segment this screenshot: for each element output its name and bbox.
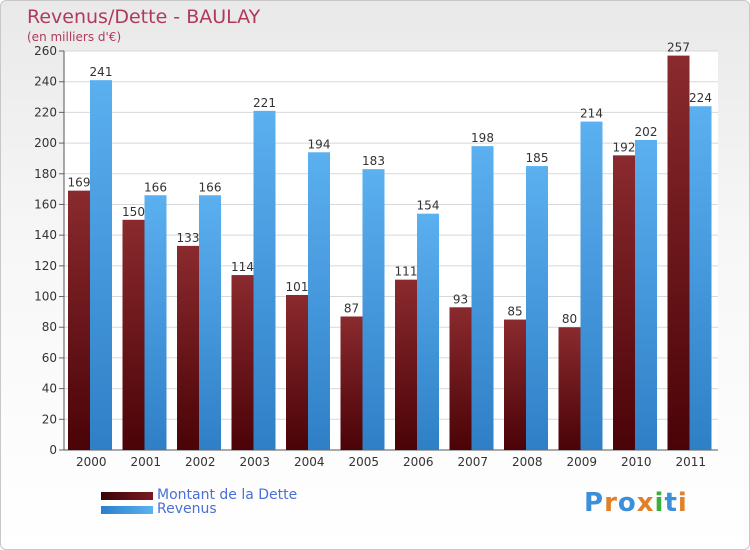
y-tick-label: 140 bbox=[34, 228, 57, 242]
bar-revenus bbox=[362, 169, 385, 450]
legend-label-dette: Montant de la Dette bbox=[157, 487, 298, 503]
y-tick-label: 100 bbox=[34, 290, 57, 304]
data-label: 214 bbox=[580, 107, 603, 121]
y-tick-label: 220 bbox=[34, 105, 57, 119]
logo-letter: x bbox=[636, 488, 655, 518]
data-label: 224 bbox=[689, 91, 712, 105]
bar-dette bbox=[68, 190, 90, 450]
y-tick-label: 0 bbox=[49, 443, 57, 457]
data-label: 150 bbox=[122, 205, 145, 219]
x-tick-label: 2011 bbox=[675, 455, 706, 469]
bar-revenus bbox=[526, 166, 548, 450]
data-label: 166 bbox=[144, 180, 167, 194]
bar-dette bbox=[177, 245, 199, 450]
bar-dette bbox=[667, 55, 690, 450]
data-label: 87 bbox=[344, 301, 359, 315]
y-tick-label: 160 bbox=[34, 197, 57, 211]
y-tick-label: 20 bbox=[42, 412, 57, 426]
logo-letter: r bbox=[604, 488, 618, 518]
data-label: 101 bbox=[286, 280, 309, 294]
x-tick-label: 2004 bbox=[294, 455, 325, 469]
data-label: 114 bbox=[231, 260, 254, 274]
data-label: 202 bbox=[635, 125, 658, 139]
bar-revenus bbox=[144, 195, 167, 450]
data-label: 257 bbox=[667, 41, 690, 55]
bar-revenus bbox=[253, 110, 276, 450]
bar-dette bbox=[395, 279, 417, 450]
x-tick-label: 2000 bbox=[76, 455, 107, 469]
logo-letter: t bbox=[664, 488, 678, 518]
data-label: 185 bbox=[526, 151, 549, 165]
data-label: 154 bbox=[417, 199, 440, 213]
bar-dette bbox=[504, 319, 526, 450]
y-tick-label: 260 bbox=[34, 44, 57, 58]
bar-revenus bbox=[199, 195, 221, 450]
x-tick-label: 2002 bbox=[185, 455, 216, 469]
bar-revenus bbox=[471, 146, 494, 450]
bar-revenus bbox=[635, 140, 657, 450]
logo-letter: P bbox=[584, 488, 605, 518]
bar-dette bbox=[286, 295, 308, 450]
chart-subtitle: (en milliers d'€) bbox=[27, 30, 122, 44]
bar-dette bbox=[231, 275, 254, 450]
logo-letter: i bbox=[654, 488, 665, 518]
bar-revenus bbox=[308, 152, 330, 451]
bar-dette bbox=[340, 316, 363, 450]
bar-dette bbox=[122, 219, 145, 450]
bar-dette bbox=[449, 307, 472, 450]
data-label: 133 bbox=[177, 231, 200, 245]
bar-dette bbox=[613, 155, 635, 450]
x-tick-label: 2008 bbox=[512, 455, 543, 469]
legend-swatch-dette bbox=[101, 492, 153, 500]
y-tick-label: 60 bbox=[42, 351, 57, 365]
y-tick-label: 80 bbox=[42, 320, 57, 334]
chart-title: Revenus/Dette - BAULAY bbox=[27, 6, 261, 28]
x-tick-label: 2003 bbox=[239, 455, 270, 469]
x-tick-label: 2005 bbox=[348, 455, 379, 469]
data-label: 80 bbox=[562, 312, 577, 326]
plot-area bbox=[64, 51, 718, 450]
data-label: 221 bbox=[253, 96, 276, 110]
data-label: 111 bbox=[395, 265, 418, 279]
y-tick-label: 40 bbox=[42, 382, 57, 396]
data-label: 183 bbox=[362, 154, 385, 168]
y-tick-label: 180 bbox=[34, 167, 57, 181]
bar-revenus bbox=[417, 213, 439, 450]
bar-revenus bbox=[580, 121, 603, 450]
legend-label-revenus: Revenus bbox=[157, 501, 217, 517]
data-label: 85 bbox=[507, 305, 522, 319]
bar-revenus bbox=[689, 106, 712, 450]
y-tick-label: 200 bbox=[34, 136, 57, 150]
y-tick-label: 120 bbox=[34, 259, 57, 273]
data-label: 192 bbox=[613, 140, 636, 154]
data-label: 93 bbox=[453, 292, 468, 306]
y-tick-label: 240 bbox=[34, 75, 57, 89]
x-tick-label: 2006 bbox=[403, 455, 434, 469]
data-label: 166 bbox=[199, 180, 222, 194]
x-tick-label: 2007 bbox=[457, 455, 488, 469]
data-label: 198 bbox=[471, 131, 494, 145]
proxiti-logo: Proxiti bbox=[584, 488, 688, 518]
x-tick-label: 2010 bbox=[621, 455, 652, 469]
logo-letter: o bbox=[617, 488, 637, 518]
logo-letter: i bbox=[677, 488, 688, 518]
x-tick-label: 2009 bbox=[566, 455, 597, 469]
bar-dette bbox=[558, 327, 581, 450]
bar-revenus bbox=[90, 80, 112, 451]
x-tick-label: 2001 bbox=[130, 455, 161, 469]
data-label: 169 bbox=[68, 176, 91, 190]
data-label: 194 bbox=[308, 137, 331, 151]
data-label: 241 bbox=[90, 65, 113, 79]
legend-swatch-revenus bbox=[101, 506, 153, 514]
